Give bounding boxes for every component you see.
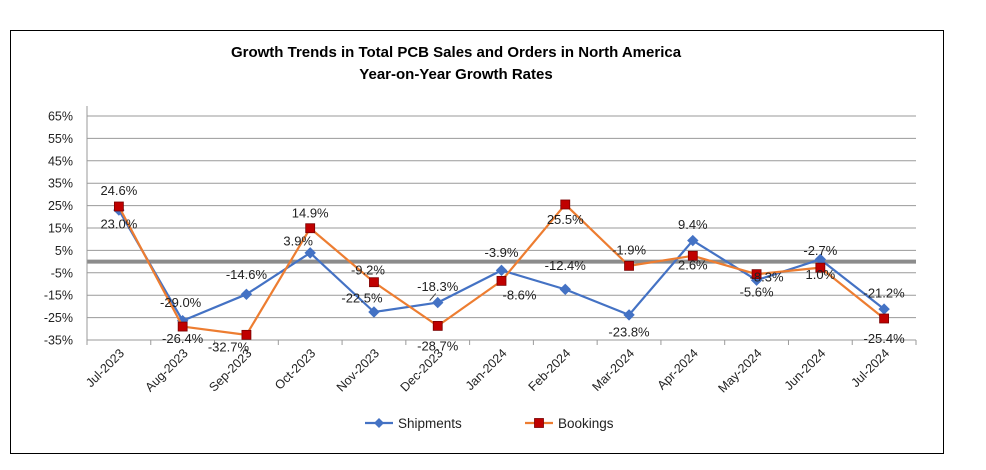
shipments-legend-label: Shipments — [398, 416, 462, 431]
x-tick-label: Apr-2024 — [655, 346, 701, 392]
shipments-data-label: 23.0% — [100, 217, 137, 232]
x-tick-label: Aug-2023 — [143, 346, 191, 394]
shipments-point — [304, 247, 316, 259]
bookings-point — [560, 199, 571, 210]
bookings-data-label: 2.6% — [678, 257, 708, 272]
bookings-data-label: 14.9% — [292, 206, 329, 221]
bookings-point — [432, 320, 443, 331]
gridlines — [86, 106, 917, 345]
bookings-point — [305, 223, 316, 234]
shipments-point — [559, 283, 571, 296]
chart-title: Growth Trends in Total PCB Sales and Ord… — [231, 44, 682, 61]
shipments-data-label: 3.9% — [283, 233, 313, 248]
x-tick-label: Oct-2023 — [272, 346, 318, 392]
y-tick-label: 45% — [48, 154, 73, 168]
bookings-data-label: -29.0% — [160, 295, 202, 310]
y-tick-label: 35% — [48, 177, 73, 191]
x-tick-label: Jun-2024 — [782, 346, 829, 393]
shipments-point — [432, 296, 444, 309]
y-axis-ticks: 65% 55% 45% 35% 25% 15% 5% -5% -15% -25% -35% — [44, 110, 73, 348]
x-tick-label: Dec-2023 — [398, 346, 446, 394]
y-tick-label: 15% — [48, 222, 73, 236]
x-tick-label: Jul-2024 — [848, 346, 892, 390]
x-tick-label: Mar-2024 — [589, 346, 637, 394]
label-leader-line — [429, 293, 437, 301]
y-tick-label: -25% — [44, 311, 73, 325]
bookings-data-label: 24.6% — [100, 183, 137, 198]
bookings-point — [687, 250, 698, 261]
y-tick-label: -15% — [44, 289, 73, 303]
shipments-data-label: -3.9% — [485, 245, 519, 260]
shipments-legend-marker — [374, 418, 384, 428]
shipments-data-label: 9.4% — [678, 217, 708, 232]
data-labels: 23.0% -26.4% -14.6% 3.9% -22.5% -18.3% -3.9% -1… — [100, 183, 905, 354]
y-tick-label: 25% — [48, 199, 73, 213]
x-tick-label: Jan-2024 — [463, 346, 510, 393]
shipments-data-label: -8.3% — [750, 270, 784, 285]
shipments-data-label: -21.2% — [864, 286, 906, 301]
shipments-point — [240, 288, 253, 301]
chart-subtitle: Year-on-Year Growth Rates — [359, 66, 552, 83]
bookings-legend-marker — [534, 418, 544, 428]
bookings-point — [177, 321, 188, 332]
legend: Shipments Bookings — [365, 416, 614, 431]
shipments-point — [687, 234, 699, 247]
bookings-point — [879, 313, 890, 324]
bookings-point — [369, 277, 379, 288]
bookings-data-label: -9.2% — [351, 263, 385, 278]
shipments-point — [623, 309, 635, 321]
x-tick-label: Feb-2024 — [526, 346, 574, 394]
bookings-data-label: -25.4% — [864, 331, 906, 346]
bookings-legend-label: Bookings — [558, 416, 614, 431]
shipments-data-label: -23.8% — [608, 324, 650, 339]
bookings-point — [815, 262, 826, 273]
y-tick-label: 65% — [48, 110, 73, 124]
shipments-point — [495, 264, 508, 277]
bookings-data-label: -32.7% — [208, 339, 250, 354]
shipments-data-label: -18.3% — [417, 279, 459, 294]
series — [113, 199, 890, 340]
shipments-data-label: -22.5% — [341, 291, 383, 306]
x-axis-ticks: Jul-2023 Aug-2023 Sep-2023 Oct-2023 Nov-2023… — [83, 346, 892, 395]
chart-frame — [10, 30, 944, 454]
bookings-point — [113, 201, 124, 212]
bookings-data-label: -1.9% — [612, 242, 646, 257]
bookings-data-label: -5.6% — [740, 285, 774, 300]
bookings-point — [624, 260, 634, 271]
bookings-point — [496, 275, 507, 286]
bookings-data-label: -28.7% — [417, 338, 459, 353]
x-tick-label: Nov-2023 — [334, 346, 382, 394]
x-tick-label: Jul-2023 — [83, 346, 127, 390]
shipments-data-label: -14.6% — [226, 267, 268, 282]
shipments-data-label: -26.4% — [162, 331, 204, 346]
y-tick-label: 5% — [55, 244, 73, 258]
shipments-data-label: -12.4% — [545, 258, 587, 273]
y-tick-label: -35% — [44, 334, 73, 348]
shipments-point — [368, 306, 380, 318]
x-tick-label: May-2024 — [715, 346, 764, 395]
shipments-data-label: 1.0% — [806, 267, 836, 282]
bookings-data-label: 25.5% — [547, 212, 584, 227]
y-tick-label: -5% — [51, 266, 73, 280]
bookings-data-label: -8.6% — [503, 287, 537, 302]
bookings-point — [241, 329, 252, 340]
y-tick-label: 55% — [48, 132, 73, 146]
bookings-data-label: -2.7% — [803, 243, 837, 258]
bookings-point — [751, 269, 762, 280]
